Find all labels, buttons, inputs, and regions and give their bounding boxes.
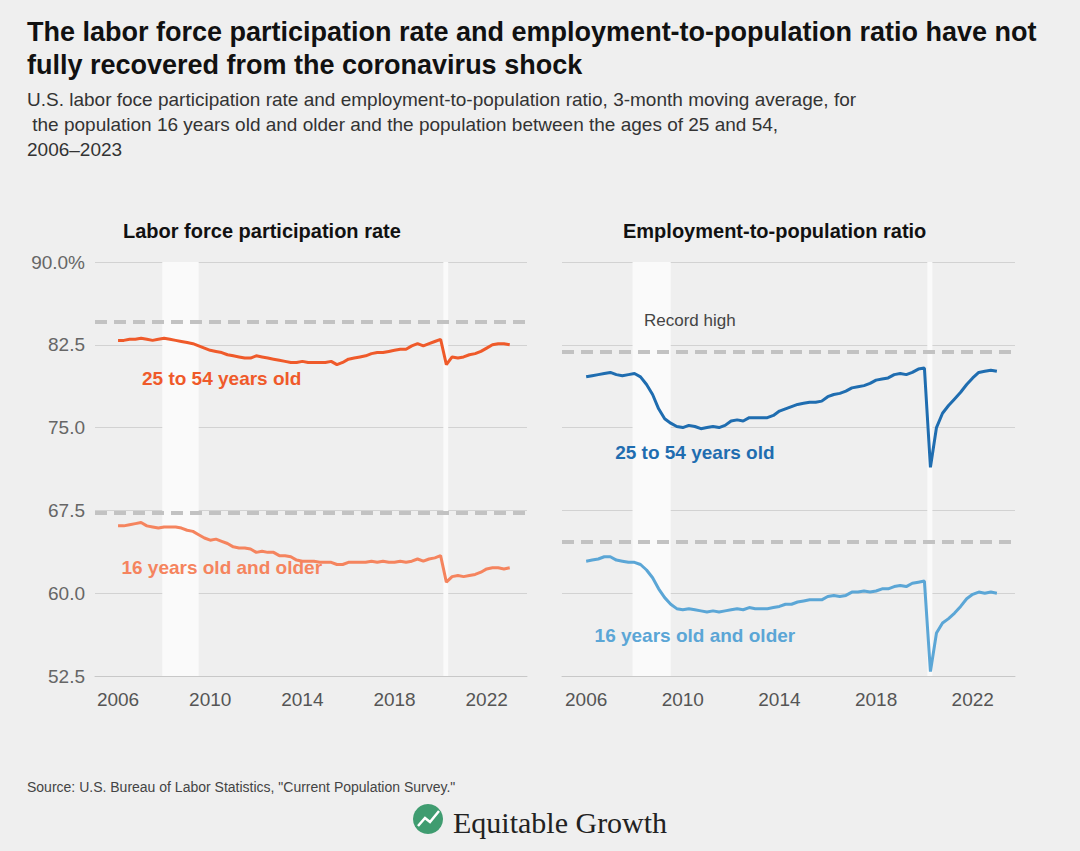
- svg-text:U.S. labor foce participation: U.S. labor foce participation rate and e…: [27, 89, 857, 110]
- svg-text:2010: 2010: [662, 689, 704, 710]
- svg-text:2014: 2014: [758, 689, 801, 710]
- svg-text:2014: 2014: [281, 689, 324, 710]
- svg-text:fully recovered from the coron: fully recovered from the coronavirus sho…: [27, 50, 583, 80]
- svg-text:2010: 2010: [189, 689, 231, 710]
- svg-text:2018: 2018: [373, 689, 415, 710]
- svg-text:2006: 2006: [97, 689, 139, 710]
- svg-text:60.0: 60.0: [48, 583, 85, 604]
- svg-text:52.5: 52.5: [48, 666, 85, 687]
- svg-text:2022: 2022: [952, 689, 994, 710]
- svg-text:25 to 54 years old: 25 to 54 years old: [142, 368, 301, 389]
- svg-text:82.5: 82.5: [48, 334, 85, 355]
- svg-text:2022: 2022: [466, 689, 508, 710]
- svg-text:the population 16 years old an: the population 16 years old and older an…: [27, 114, 783, 135]
- svg-text:Record high: Record high: [644, 311, 736, 330]
- svg-text:The labor force participation: The labor force participation rate and e…: [27, 17, 1044, 47]
- svg-text:Equitable Growth: Equitable Growth: [453, 806, 667, 839]
- svg-text:2006–2023: 2006–2023: [27, 139, 122, 160]
- svg-text:Employment-to-population ratio: Employment-to-population ratio: [623, 220, 926, 242]
- svg-text:2006: 2006: [565, 689, 607, 710]
- svg-text:90.0%: 90.0%: [31, 252, 85, 273]
- svg-text:2018: 2018: [855, 689, 897, 710]
- svg-text:16 years old and older: 16 years old and older: [121, 557, 322, 578]
- svg-text:16 years old and older: 16 years old and older: [595, 625, 796, 646]
- svg-text:67.5: 67.5: [48, 500, 85, 521]
- svg-text:75.0: 75.0: [48, 417, 85, 438]
- svg-text:25 to 54 years old: 25 to 54 years old: [615, 442, 774, 463]
- svg-text:Source: U.S. Bureau of Labor S: Source: U.S. Bureau of Labor Statistics,…: [27, 779, 455, 795]
- svg-text:Labor force participation rate: Labor force participation rate: [123, 220, 401, 242]
